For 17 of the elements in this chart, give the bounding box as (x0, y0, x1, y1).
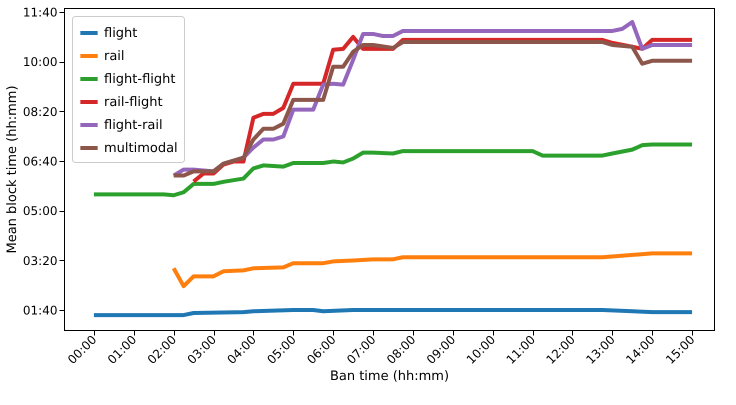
legend-label: flight-flight (104, 72, 176, 87)
y-tick-label: 03:20 (22, 254, 58, 268)
y-tick-label: 08:20 (22, 104, 58, 119)
legend-label: flight-rail (104, 118, 163, 133)
legend-label: rail-flight (104, 95, 163, 110)
y-tick-label: 01:40 (22, 304, 58, 318)
y-tick-label: 11:40 (22, 5, 58, 20)
y-tick-label: 10:00 (22, 55, 58, 70)
y-axis-title: Mean block time (hh:mm) (4, 85, 20, 254)
y-tick-label: 05:00 (22, 204, 58, 218)
line-series (92, 142, 694, 198)
legend-label: rail (104, 49, 125, 64)
legend-label: flight (104, 26, 138, 41)
legend-label: multimodal (104, 141, 178, 156)
y-tick-label: 06:40 (22, 154, 58, 169)
x-axis-title: Ban time (hh:mm) (330, 369, 450, 384)
line-series (172, 251, 694, 288)
